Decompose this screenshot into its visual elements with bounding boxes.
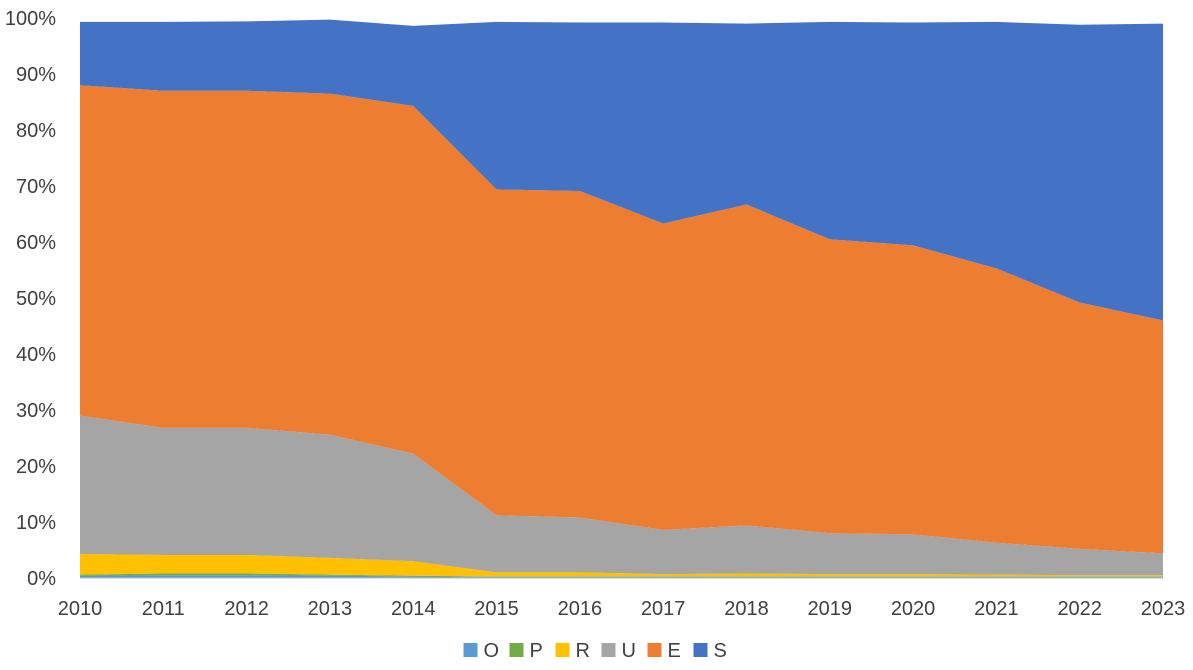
legend-swatch: [647, 643, 662, 657]
x-tick-label: 2019: [808, 598, 853, 620]
x-tick-label: 2020: [891, 598, 936, 620]
y-tick-label: 30%: [16, 400, 56, 422]
area-series-s: [80, 19, 1163, 321]
y-tick-label: 0%: [27, 568, 56, 590]
y-axis-ticks: 0% 10% 20% 30% 40% 50% 60% 70% 80% 90% 100%: [5, 8, 56, 590]
legend-swatch: [693, 643, 708, 657]
area-series-o: [80, 575, 1163, 578]
x-tick-label: 2014: [391, 598, 436, 620]
x-tick-label: 2016: [558, 598, 603, 620]
legend-label: P: [530, 640, 543, 662]
legend-swatch: [463, 643, 478, 657]
x-tick-label: 2022: [1057, 598, 1102, 620]
x-axis-ticks: 2010 2011 2012 2013 2014 2015 2016 2017 2018 2019…: [58, 598, 1186, 620]
x-tick-label: 2013: [308, 598, 353, 620]
legend-swatch: [555, 643, 570, 657]
area-series-group: [80, 19, 1163, 578]
y-tick-label: 80%: [16, 120, 56, 142]
legend-label: U: [622, 640, 636, 662]
legend-item-o: O: [463, 640, 500, 662]
y-tick-label: 20%: [16, 456, 56, 478]
area-series-u: [80, 415, 1163, 576]
x-tick-label: 2018: [724, 598, 769, 620]
legend-item-e: E: [647, 640, 681, 662]
x-tick-label: 2011: [142, 598, 185, 620]
x-tick-label: 2023: [1141, 598, 1186, 620]
legend-swatch: [601, 643, 616, 657]
y-tick-label: 90%: [16, 64, 56, 86]
legend-label: S: [714, 640, 727, 662]
x-tick-label: 2021: [974, 598, 1019, 620]
y-tick-label: 40%: [16, 344, 56, 366]
legend-item-u: U: [601, 640, 636, 662]
legend-label: E: [668, 640, 681, 662]
legend-label: R: [576, 640, 590, 662]
y-tick-label: 100%: [5, 8, 56, 30]
y-tick-label: 60%: [16, 232, 56, 254]
y-tick-label: 70%: [16, 176, 56, 198]
y-tick-label: 10%: [16, 512, 56, 534]
y-tick-label: 50%: [16, 288, 56, 310]
area-series-r: [80, 553, 1163, 577]
x-tick-label: 2010: [58, 598, 103, 620]
legend-swatch: [509, 643, 524, 657]
area-series-p: [80, 573, 1163, 577]
legend-item-s: S: [693, 640, 727, 662]
area-series-e: [80, 85, 1163, 554]
legend-item-r: R: [555, 640, 590, 662]
legend-item-p: P: [509, 640, 543, 662]
x-tick-label: 2012: [224, 598, 269, 620]
legend-label: O: [484, 640, 500, 662]
x-tick-label: 2015: [474, 598, 519, 620]
x-tick-label: 2017: [641, 598, 686, 620]
